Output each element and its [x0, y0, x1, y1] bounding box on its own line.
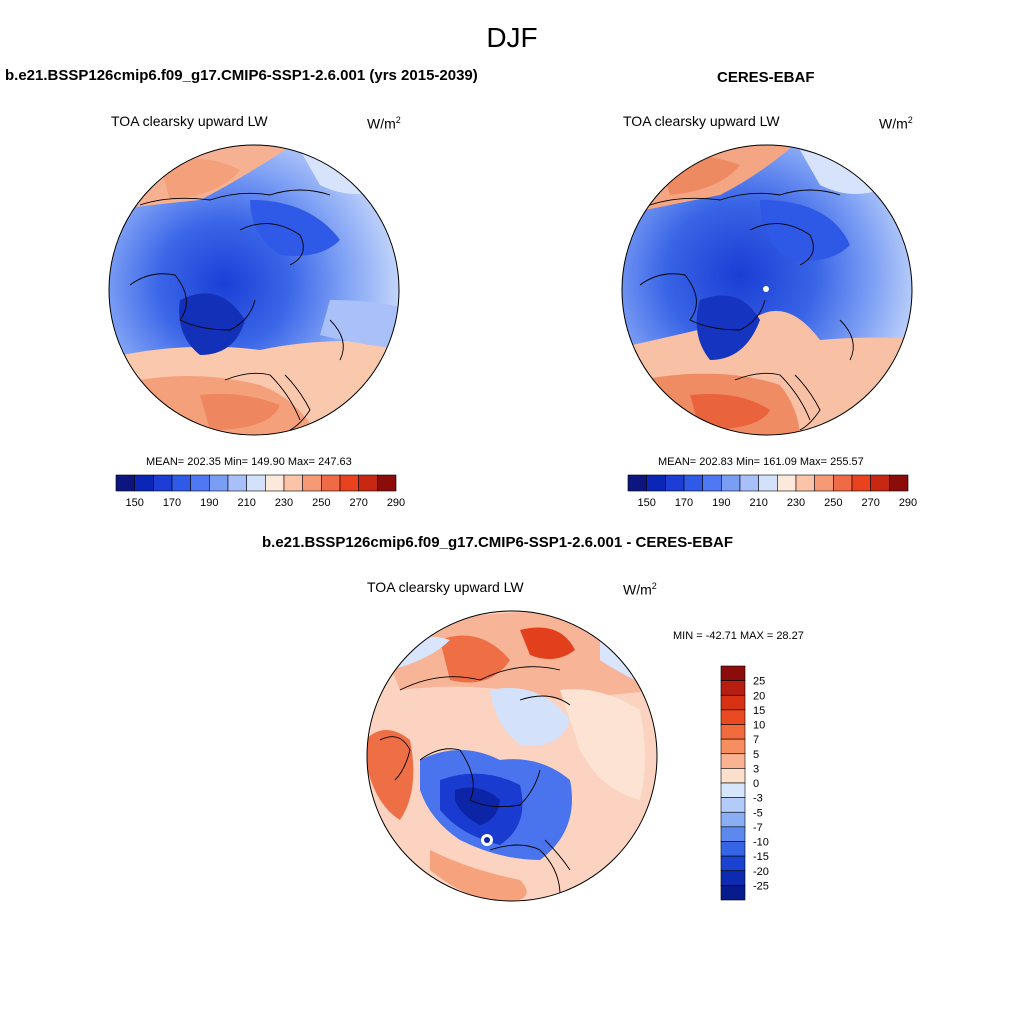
obs-colorbar-tick-label: 190 [712, 497, 730, 509]
obs-stats: MEAN= 202.83 Min= 161.09 Max= 255.57 [658, 456, 864, 468]
diff-colorbar-tick-label: 0 [753, 778, 759, 790]
diff-colorbar-swatch [720, 841, 746, 857]
figure-title: DJF [486, 22, 538, 53]
obs-colorbar-tick-label: 250 [824, 497, 842, 509]
diff-colorbar-tick-label: 3 [753, 763, 759, 775]
diff-panel-title: b.e21.BSSP126cmip6.f09_g17.CMIP6-SSP1-2.… [262, 534, 734, 551]
obs-colorbar-tick-label: 170 [675, 497, 693, 509]
obs-panel-title: CERES-EBAF [717, 69, 815, 86]
diff-variable-label: TOA clearsky upward LW [367, 579, 524, 595]
model-stats: MEAN= 202.35 Min= 149.90 Max= 247.63 [146, 456, 352, 468]
model-colorbar-tick-label: 290 [387, 497, 405, 509]
diff-colorbar-tick-label: -20 [753, 866, 769, 878]
diff-colorbar-swatch [720, 738, 746, 755]
diff-colorbar-swatch [720, 753, 746, 769]
diff-colorbar-tick-label: -10 [753, 837, 769, 849]
diff-colorbar-tick-label: 15 [753, 705, 765, 717]
diff-colorbar-tick-label: -25 [753, 880, 769, 892]
diff-stats: MIN = -42.71 MAX = 28.27 [673, 630, 804, 642]
diff-colorbar-tick-label: -3 [753, 793, 763, 805]
obs-variable-label: TOA clearsky upward LW [623, 113, 780, 129]
diff-colorbar-swatch [720, 855, 746, 872]
diff-colorbar-swatch [720, 782, 746, 798]
diff-colorbar-swatch [720, 870, 746, 886]
diff-colorbar-swatch [720, 768, 746, 784]
obs-colorbar: 150 170 190 210 230 250 270 290 [627, 474, 917, 509]
diff-colorbar-tick-label: -7 [753, 822, 763, 834]
obs-colorbar-tick-label: 270 [861, 497, 879, 509]
diff-colorbar-swatch [720, 797, 746, 813]
obs-colorbar-tick-label: 290 [899, 497, 917, 509]
model-colorbar-tick-label: 150 [125, 497, 143, 509]
diff-units-label: W/m2 [623, 581, 657, 598]
diff-colorbar-swatch [720, 811, 746, 828]
diff-colorbar-swatch [720, 694, 746, 711]
diff-colorbar-tick-label: 5 [753, 749, 759, 761]
diff-colorbar-tick-label: 25 [753, 676, 765, 688]
model-variable-label: TOA clearsky upward LW [111, 113, 268, 129]
diff-colorbar-tick-label: -15 [753, 851, 769, 863]
model-colorbar-tick-label: 210 [237, 497, 255, 509]
model-colorbar: 150 170 190 210 230 250 270 290 [115, 474, 405, 509]
obs-colorbar-tick-label: 230 [787, 497, 805, 509]
diff-colorbar: 25 20 15 10 7 5 3 0 -3 -5 -7 -10 -15 -20 -25 [720, 665, 769, 901]
diff-colorbar-swatch [720, 665, 746, 681]
diff-colorbar-swatch [720, 724, 746, 740]
model-colorbar-tick-label: 250 [312, 497, 330, 509]
diff-colorbar-tick-label: 7 [753, 734, 759, 746]
obs-colorbar-tick-label: 150 [637, 497, 655, 509]
model-units-label: W/m2 [367, 115, 401, 132]
model-colorbar-tick-label: 170 [163, 497, 181, 509]
model-colorbar-tick-label: 190 [200, 497, 218, 509]
obs-colorbar-tick-label: 210 [749, 497, 767, 509]
model-panel-title: b.e21.BSSP126cmip6.f09_g17.CMIP6-SSP1-2.… [5, 67, 478, 84]
obs-colorbar-swatch [889, 474, 909, 492]
diff-colorbar-swatch [720, 709, 746, 725]
model-colorbar-tick-label: 270 [349, 497, 367, 509]
model-colorbar-swatch [377, 474, 397, 492]
diff-colorbar-tick-label: 20 [753, 690, 765, 702]
diff-colorbar-tick-label: -5 [753, 807, 763, 819]
diff-colorbar-tick-label: 10 [753, 720, 765, 732]
diff-colorbar-swatch [720, 680, 746, 696]
diff-colorbar-swatch [720, 885, 746, 901]
diff-colorbar-swatch [720, 826, 746, 842]
obs-units-label: W/m2 [879, 115, 913, 132]
model-colorbar-tick-label: 230 [275, 497, 293, 509]
